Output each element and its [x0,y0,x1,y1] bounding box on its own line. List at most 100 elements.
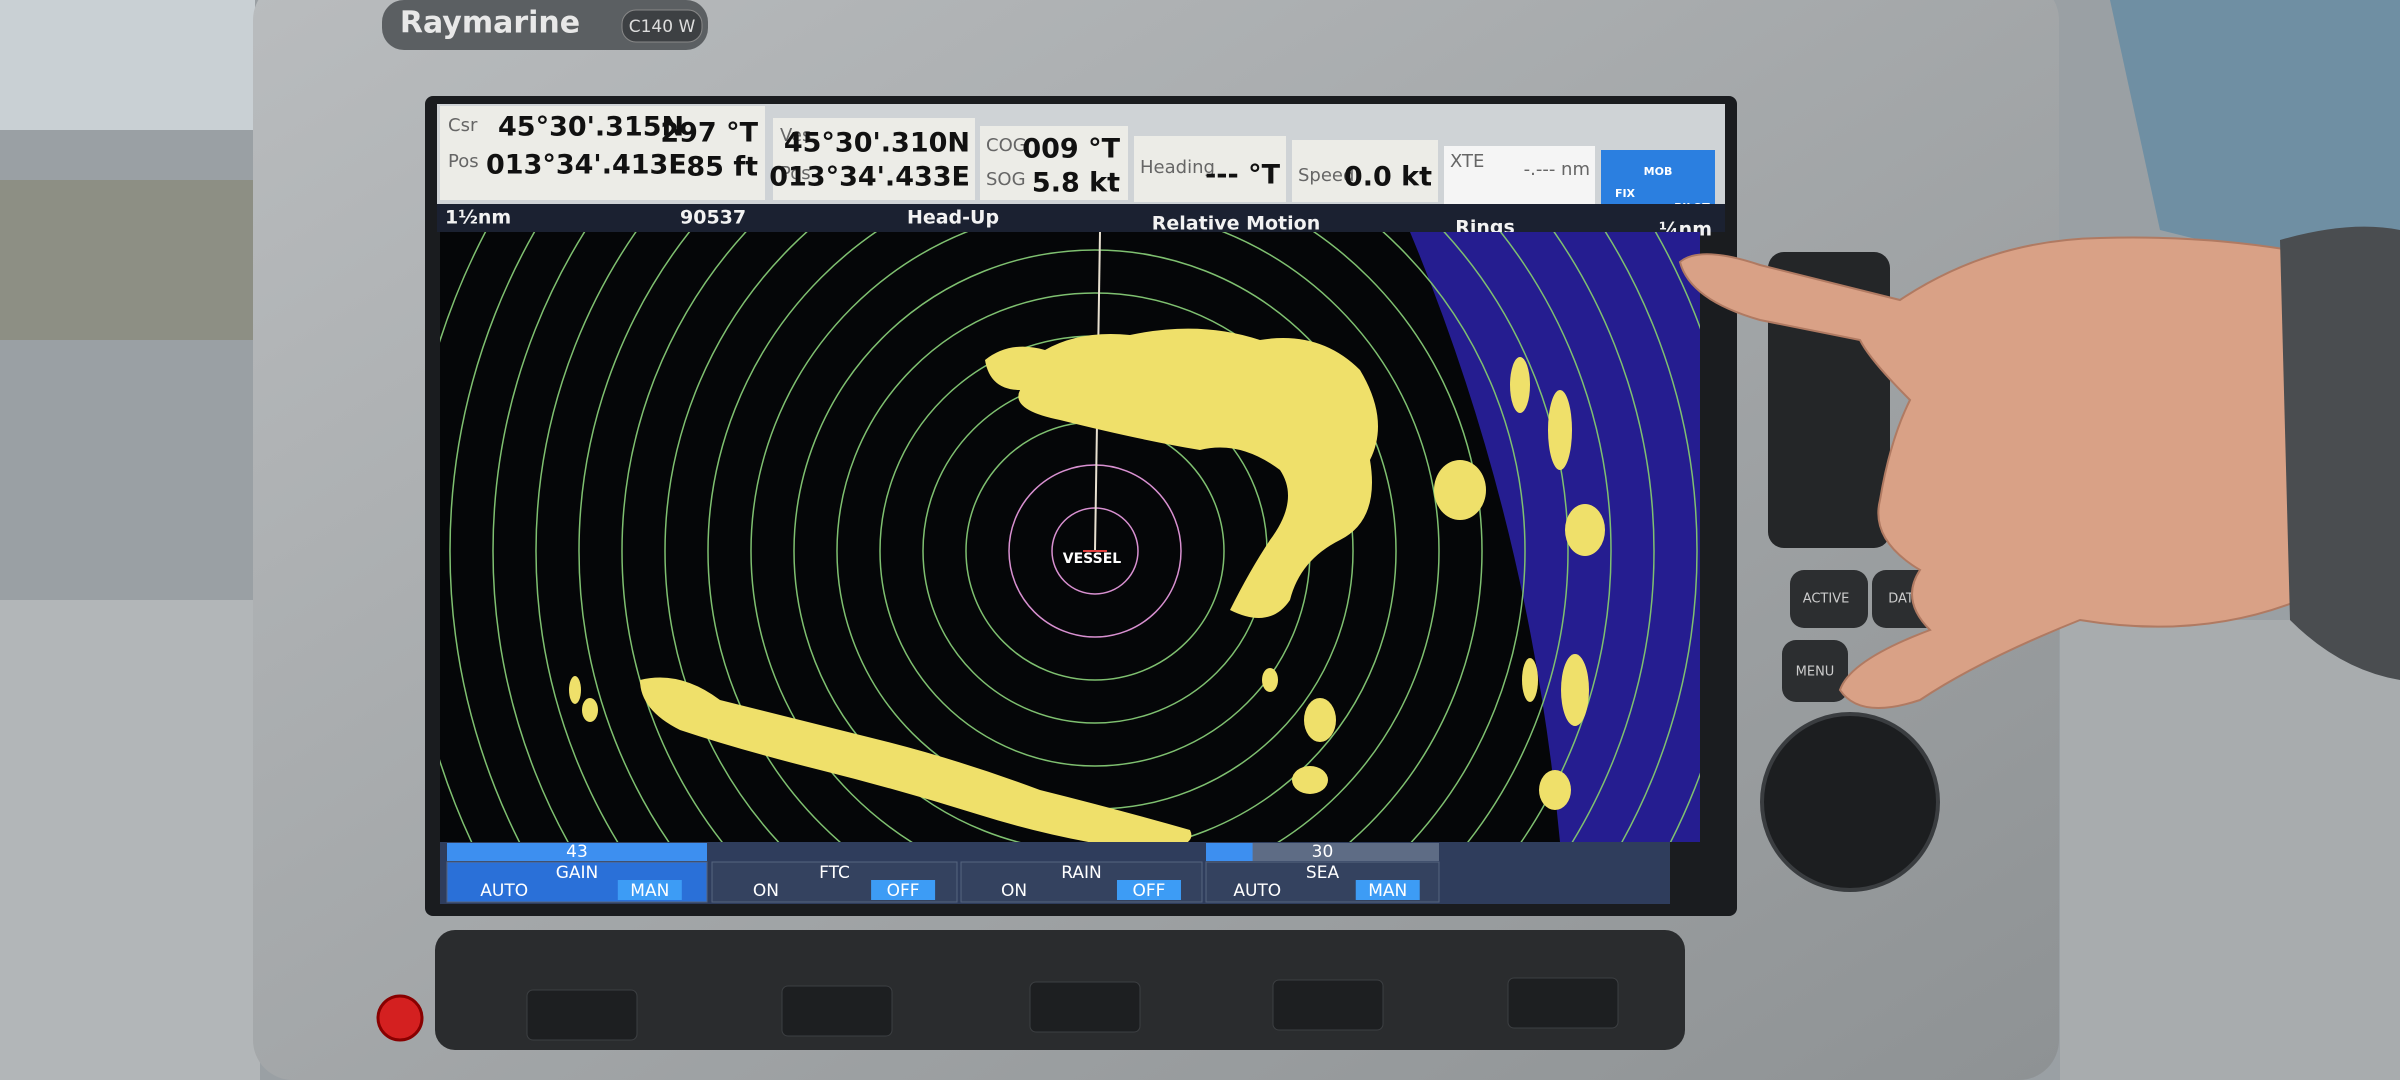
control-option[interactable]: AUTO [1233,881,1281,901]
orientation: Head-Up [907,207,999,229]
button-menu-label: MENU [1796,665,1835,680]
range-ring [449,232,1700,842]
motion: Relative Motion [1152,213,1320,235]
model: C140 W [629,17,696,37]
rotary-knob[interactable] [1760,712,1940,892]
softkey[interactable] [781,985,893,1037]
control-label: SEA [1306,863,1340,883]
status-bar [437,204,1725,232]
control-level-bar [447,843,707,861]
sleeve [2280,226,2400,680]
softkey[interactable] [1029,981,1141,1033]
control-option[interactable]: OFF [1133,881,1166,901]
sog-label: SOG [986,169,1026,190]
range-ring [750,232,1440,842]
range-ring [578,232,1612,842]
control-option[interactable]: MAN [1368,881,1407,901]
softkey[interactable] [1272,979,1384,1031]
control-option[interactable]: ON [753,881,779,901]
range-ring [535,232,1655,842]
ves-lat: 45°30'.310N [784,128,970,159]
control-level-fill [1206,843,1253,861]
window-left [0,0,255,130]
data-boxes: Csr 45°30'.315N 297 °T Pos 013°34'.413E … [440,106,1715,216]
model-badge [621,9,703,43]
heading-box [1134,136,1286,202]
echo-southeast-2 [1292,766,1328,794]
csr-lon: 013°34'.413E [486,150,687,181]
echo-west-1 [569,676,581,704]
echo-east-1 [1434,460,1486,520]
control-label: FTC [819,863,850,883]
range-ring [707,232,1483,842]
heading: --- °T [1205,160,1281,191]
softkeys [526,977,1619,1041]
ves-lon: 013°34'.433E [769,162,970,193]
control-option[interactable]: OFF [887,881,920,901]
xte-box [1444,146,1595,204]
echo-east-4 [1510,357,1530,413]
ves-pos-label: Pos [780,163,811,184]
option-highlight [871,880,936,900]
control-option[interactable]: MAN [630,881,669,901]
echo-southeast-1 [1304,698,1336,742]
control-value: 30 [1312,842,1334,862]
csr-box [440,106,765,200]
button-menu[interactable] [1782,640,1848,702]
ves-label: Ves [780,125,811,146]
xte-label: XTE [1450,151,1484,172]
csr-label: Csr [448,115,478,136]
cog: 009 °T [1022,134,1120,165]
range-ring [492,232,1698,842]
range: 1½nm [445,207,511,229]
window-right [2110,0,2400,290]
echo-east-5 [1561,654,1589,726]
pos-label: Pos [448,151,479,172]
echo-east-6 [1522,658,1538,702]
control-option[interactable]: AUTO [480,881,528,901]
speed-label: Speed [1298,165,1354,186]
ves-box [773,118,975,200]
wall-left [0,180,255,340]
icon-mob[interactable]: MOB [1644,165,1673,178]
option-highlight [1355,880,1420,900]
heading-label: Heading [1140,157,1215,178]
echo-south [640,677,1192,842]
speed-box [1292,140,1438,202]
softkey[interactable] [526,989,638,1041]
range-rings [440,232,1700,842]
xte: -.--- nm [1524,159,1590,180]
power-button[interactable] [376,994,424,1042]
control-label: RAIN [1061,863,1101,883]
radar-layer: VESSEL [440,232,1700,842]
control-option[interactable]: ON [1001,881,1027,901]
option-highlight [617,880,682,900]
range-ring [1008,464,1182,638]
status-code: 90537 [680,207,746,229]
softkey[interactable] [1507,977,1619,1029]
dash-left [0,600,260,1080]
range-ring [664,232,1526,842]
dash-right [2060,620,2400,1080]
button-active[interactable] [1790,570,1868,628]
cog-label: COG [986,135,1027,156]
control-level-bar [1206,843,1439,861]
speed: 0.0 kt [1344,162,1432,193]
vessel-label: VESSEL [1063,551,1121,567]
csr-bearing: 297 °T [660,118,758,149]
icon-fix[interactable]: FIX [1615,187,1636,200]
echo-east-3 [1548,390,1572,470]
control-label: GAIN [556,863,599,883]
range-ring [793,249,1397,842]
echo-north [985,328,1378,618]
csr-lat: 45°30'.315N [498,112,684,143]
control-value: 43 [566,842,588,862]
echo-east-7 [1539,770,1571,810]
button-active-label: ACTIVE [1803,592,1850,607]
range-ring [621,232,1569,842]
option-highlight [1116,880,1181,900]
screen-glare [1410,232,1700,842]
